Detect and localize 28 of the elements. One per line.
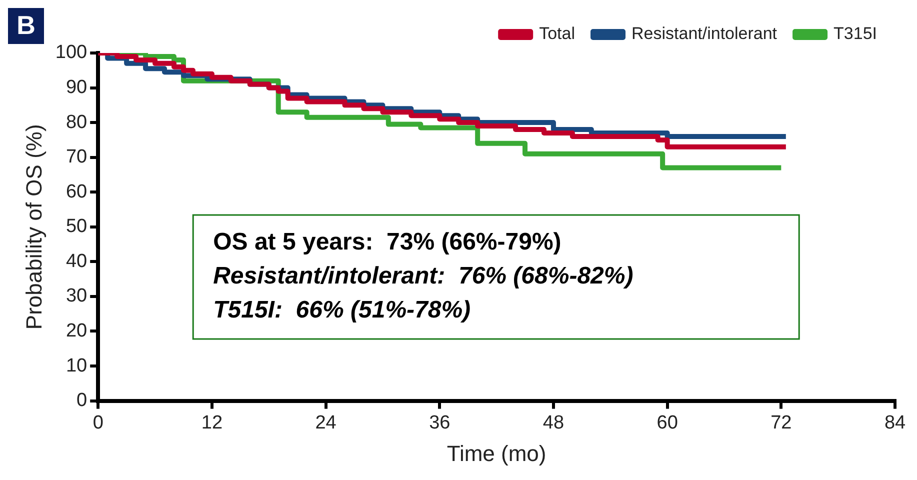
annotation: Resistant/intolerant: 76% (68%-82%) — [213, 262, 634, 290]
x-tick-label: 24 — [315, 412, 337, 434]
y-tick-label: 0 — [76, 390, 88, 412]
x-tick-label: 48 — [542, 412, 564, 434]
text: B — [16, 10, 36, 40]
annotation: T515I: 66% (51%-78%) — [213, 296, 471, 324]
x-tick-label: 72 — [770, 412, 792, 434]
y-tick-label: 60 — [66, 181, 88, 202]
x-tick-label: 12 — [201, 412, 223, 434]
y-tick-label: 20 — [66, 320, 88, 342]
x-tick-label: 0 — [92, 412, 104, 434]
annotation: OS at 5 years: 73% (66%-79%) — [213, 228, 562, 256]
legend-label: Resistant/intolerant — [632, 24, 778, 44]
y-tick-label: 40 — [66, 250, 88, 272]
y-tick-label: 70 — [66, 146, 88, 168]
y-tick-label: 10 — [66, 355, 88, 376]
x-axis-title: Time (mo) — [446, 440, 546, 466]
y-tick-label: 80 — [66, 112, 88, 133]
y-axis-title: Probability of OS (%) — [21, 124, 46, 330]
legend-label: Total — [539, 24, 576, 44]
x-tick-label: 60 — [656, 412, 678, 434]
y-tick-label: 90 — [66, 77, 88, 98]
y-tick-label: 30 — [66, 286, 88, 307]
y-tick-label: 50 — [66, 216, 88, 238]
x-tick-label: 36 — [429, 412, 450, 434]
y-tick-label: 100 — [55, 42, 88, 64]
legend-label: T315I — [834, 24, 878, 44]
x-tick-label: 84 — [884, 412, 906, 434]
